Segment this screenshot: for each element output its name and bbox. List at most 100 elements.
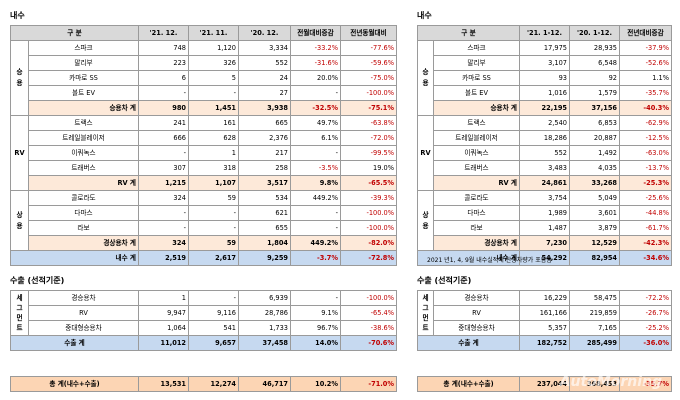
cell-value: 241	[138, 115, 189, 131]
ytd-footnote: 2021 년1, 4, 9월 내수실적에 단종차량가 포함됨	[427, 257, 552, 264]
cell-value: 7,230	[519, 235, 570, 251]
cell-value: -	[290, 205, 341, 221]
cell-value: 666	[138, 130, 189, 146]
row-label: 콜로라도	[28, 190, 139, 206]
cell-value: 621	[238, 205, 291, 221]
cell-value: 1,064	[138, 320, 189, 336]
cell-value: -72.2%	[619, 290, 672, 306]
table-row: 카마로 SS 6 5 24 20.0% -75.0%	[11, 70, 397, 86]
cell-value: 58,475	[569, 290, 620, 306]
cell-value: -77.6%	[340, 40, 397, 56]
cell-value: -63.0%	[619, 145, 672, 161]
cell-value: -75.0%	[340, 70, 397, 86]
cell-value: -61.7%	[619, 220, 672, 236]
cell-value: -25.2%	[619, 320, 672, 336]
cell-value: -3.7%	[290, 250, 341, 266]
cell-value: -38.6%	[340, 320, 397, 336]
cell-value: 3,334	[238, 40, 291, 56]
group-label: RV	[10, 115, 29, 191]
cell-value: -25.3%	[619, 175, 672, 191]
cell-value: -44.8%	[619, 205, 672, 221]
row-label: 볼트 EV	[28, 85, 139, 101]
table-row: 승용차 계 980 1,451 3,938 -32.5% -75.1%	[11, 100, 397, 116]
cell-value: 1,989	[519, 205, 570, 221]
cell-value: 3,879	[569, 220, 620, 236]
group-label: 승 용	[10, 40, 29, 116]
cell-value: -52.6%	[619, 55, 672, 71]
cell-value: 24,861	[519, 175, 570, 191]
cell-value: 1,451	[188, 100, 239, 116]
row-label: 트레일블레이저	[433, 130, 520, 146]
cell-value: 6.1%	[290, 130, 341, 146]
cell-value: 1,579	[569, 85, 620, 101]
cell-value: -70.6%	[340, 335, 397, 351]
cell-value: -36.0%	[619, 335, 672, 351]
cell-value: 1,107	[188, 175, 239, 191]
header-row: 구 분 '21. 12. '21. 11. '20. 12. 전월대비증감 전년동월대비	[10, 25, 397, 41]
cell-value: 93	[519, 70, 570, 86]
cell-value: 534	[238, 190, 291, 206]
cell-value: -	[290, 220, 341, 236]
cell-value: 17,975	[519, 40, 570, 56]
table-row: 트레일블레이저 666 628 2,376 6.1% -72.0%	[11, 130, 397, 146]
cell-value: 552	[238, 55, 291, 71]
cell-value: 1,016	[519, 85, 570, 101]
cell-value: 9,116	[188, 305, 239, 321]
column-header: '20. 1-12.	[569, 25, 620, 41]
row-label: RV 계	[433, 175, 520, 191]
cell-value: -63.8%	[340, 115, 397, 131]
table-row: 말리부 3,107 6,548 -52.6%	[418, 55, 672, 71]
table-row: 승용차 계 22,195 37,156 -40.3%	[418, 100, 672, 116]
row-label: 스파크	[28, 40, 139, 56]
cell-value: -32.5%	[290, 100, 341, 116]
row-label: 내수 계	[10, 250, 139, 266]
cell-value: 14.0%	[290, 335, 341, 351]
cell-value: -	[290, 145, 341, 161]
cell-value: -39.3%	[340, 190, 397, 206]
export-monthly-table: 세 그 먼 트 경승용차 1-6,939- -100.0% RV 9,947 9,116 28…	[10, 290, 397, 351]
group-label: 승 용	[417, 40, 434, 116]
row-label: 이쿼녹스	[433, 145, 520, 161]
cell-value: 37,458	[238, 335, 291, 351]
cell-value: 46,717	[238, 376, 291, 392]
row-label: 콜로라도	[433, 190, 520, 206]
table-row: 세 그 먼 트 경승용차 16,229 58,475 -72.2%	[417, 290, 672, 336]
column-header: '21. 1-12.	[519, 25, 570, 41]
table-row: 중대형승용차 5,357 7,165 -25.2%	[418, 320, 672, 336]
cell-value: 33,268	[569, 175, 620, 191]
cell-value: -35.7%	[619, 85, 672, 101]
cell-value: 1,492	[569, 145, 620, 161]
table-row: 다마스 1,989 3,601 -44.8%	[418, 205, 672, 221]
grand-total-monthly-table: 총 계(내수+수출) 13,531 12,274 46,717 10.2% -71.0%	[10, 376, 397, 392]
domestic-title: 내수	[10, 11, 25, 20]
column-header: '20. 12.	[238, 25, 291, 41]
row-label: 다마스	[433, 205, 520, 221]
cell-value: 9.8%	[290, 175, 341, 191]
row-label: 내수 계	[417, 250, 520, 266]
row-label: 스파크	[433, 40, 520, 56]
cell-value: 3,517	[238, 175, 291, 191]
cell-value: 4,035	[569, 160, 620, 176]
cell-value: 92	[569, 70, 620, 86]
cell-value: 449.2%	[290, 190, 341, 206]
cell-value: 96.7%	[290, 320, 341, 336]
cell-value: -40.3%	[619, 100, 672, 116]
cell-value: -100.0%	[340, 220, 397, 236]
cell-value: -	[290, 290, 341, 306]
cell-value: 82,954	[569, 250, 620, 266]
column-header: '21. 11.	[188, 25, 239, 41]
export-ytd-title: 수출 (선적기준)	[417, 276, 472, 285]
row-label: 트래버스	[28, 160, 139, 176]
cell-value: 9.1%	[290, 305, 341, 321]
table-row: 상 용 콜로라도 324 59 534 449.2% -39.3%	[10, 190, 397, 251]
table-row: 트레일블레이저 18,286 20,887 -12.5%	[418, 130, 672, 146]
cell-value: 28,786	[238, 305, 291, 321]
cell-value: 18,286	[519, 130, 570, 146]
cell-value: 13,531	[138, 376, 189, 392]
cell-value: 258	[238, 160, 291, 176]
row-label: 중대형승용차	[433, 320, 520, 336]
cell-value: 2,519	[138, 250, 189, 266]
cell-value: 3,754	[519, 190, 570, 206]
table-row: 수출 계 182,752 285,499 -36.0%	[417, 335, 672, 351]
cell-value: 27	[238, 85, 291, 101]
